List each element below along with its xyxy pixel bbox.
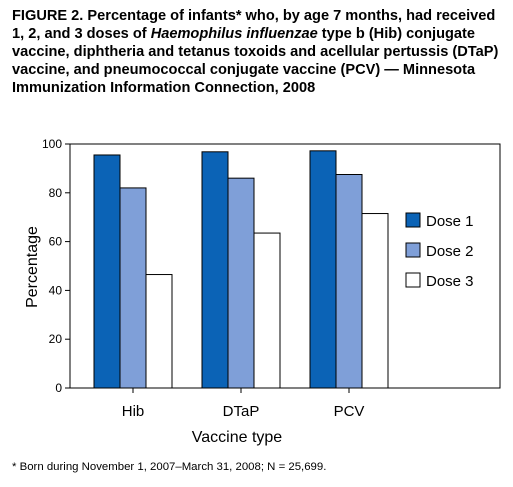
y-tick-label: 60 xyxy=(49,235,63,249)
legend: Dose 1 Dose 2 Dose 3 xyxy=(405,212,474,290)
plot-area: 0 20 40 60 80 100 Hib DTaP PCV xyxy=(42,137,501,420)
legend-label: Dose 1 xyxy=(426,213,474,230)
legend-label: Dose 3 xyxy=(426,273,474,290)
y-axis-title: Percentage xyxy=(24,226,41,308)
bar-hib-dose-1 xyxy=(93,154,121,389)
plot-frame xyxy=(69,143,501,389)
x-tick-label: PCV xyxy=(334,403,365,420)
bar-pcv-dose-1 xyxy=(309,150,337,389)
figure-title: FIGURE 2. Percentage of infants* who, by… xyxy=(12,7,504,97)
bar-pcv-dose-2 xyxy=(335,174,363,389)
bar-dtap-dose-2 xyxy=(227,177,255,389)
legend-swatch-dose-2 xyxy=(405,242,421,258)
y-tick-label: 80 xyxy=(49,186,63,200)
bar-pcv-dose-3 xyxy=(361,213,389,389)
legend-swatch-dose-3 xyxy=(405,272,421,288)
bar-hib-dose-3 xyxy=(145,274,173,389)
bar-hib-dose-2 xyxy=(119,187,147,389)
figure-title-italic: Haemophilus influenzae xyxy=(150,26,318,42)
footnote: * Born during November 1, 2007–March 31,… xyxy=(12,461,327,473)
y-tick-label: 100 xyxy=(42,137,62,151)
legend-swatch-dose-1 xyxy=(405,212,421,228)
bar-dtap-dose-3 xyxy=(253,232,281,389)
figure-title-text-end: type b (Hib) conjugate vaccine, diphther… xyxy=(12,26,499,96)
bar-dtap-dose-1 xyxy=(201,151,229,389)
y-tick-label: 40 xyxy=(49,283,63,297)
y-tick-label: 20 xyxy=(49,332,63,346)
figure-title-text: FIGURE 2. Percentage of infants* who, by… xyxy=(12,8,496,42)
x-axis-title: Vaccine type xyxy=(192,429,283,446)
x-tick-label: Hib xyxy=(122,403,145,420)
legend-label: Dose 2 xyxy=(426,243,474,260)
x-tick-label: DTaP xyxy=(223,403,260,420)
y-tick-label: 0 xyxy=(55,381,62,395)
